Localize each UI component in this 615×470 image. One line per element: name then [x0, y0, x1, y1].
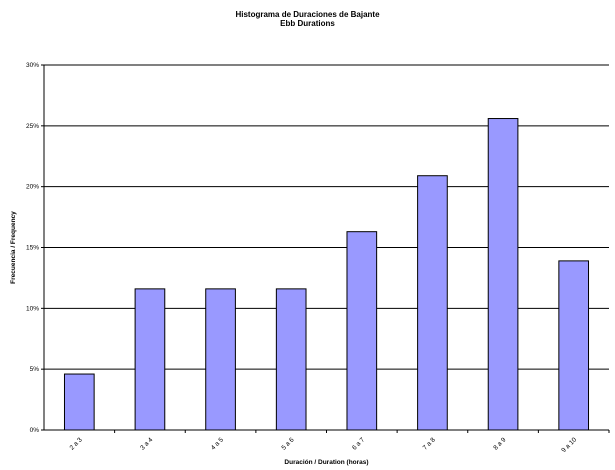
x-tick-label: 2 a 3 — [69, 436, 84, 451]
y-tick-label: 5% — [30, 366, 40, 373]
chart-title: Histograma de Duraciones de Bajante — [235, 10, 380, 19]
y-tick-label: 0% — [30, 427, 40, 434]
x-axis-title: Duración / Duration (horas) — [284, 459, 368, 466]
y-tick-label: 20% — [26, 184, 39, 191]
bar — [205, 288, 236, 431]
y-tick-label: 10% — [26, 305, 39, 312]
bar — [346, 231, 378, 431]
x-tick-label: 4 a 5 — [210, 436, 225, 451]
x-tick-label: 3 a 4 — [139, 436, 154, 451]
y-tick-label: 25% — [26, 123, 39, 130]
y-tick-label: 15% — [26, 245, 39, 252]
x-tick-label: 6 a 7 — [351, 436, 366, 451]
x-tick-label: 9 a 10 — [560, 436, 578, 454]
bar — [487, 118, 519, 431]
y-tick-label: 30% — [26, 62, 39, 69]
chart-subtitle: Ebb Durations — [280, 19, 335, 28]
bar — [417, 175, 448, 431]
bar — [134, 288, 166, 431]
bar — [558, 260, 590, 431]
bar — [63, 373, 95, 431]
bar — [275, 288, 307, 431]
x-tick-label: 7 a 8 — [422, 436, 437, 451]
x-tick-label: 5 a 6 — [280, 436, 295, 451]
y-axis-title: Frecuencia / Frequency — [10, 211, 17, 284]
x-tick-label: 8 a 9 — [492, 436, 507, 451]
